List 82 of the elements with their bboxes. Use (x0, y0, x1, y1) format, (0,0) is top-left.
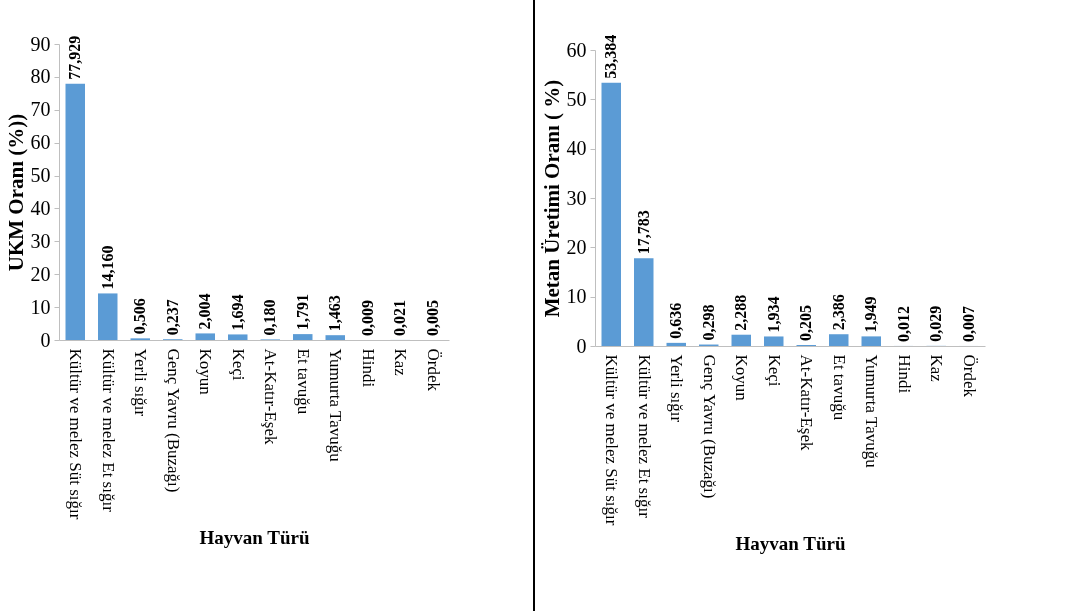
data-label: 0,007 (959, 305, 977, 342)
x-tick-label: Koyun (196, 348, 216, 396)
x-tick-label: Et tavuğu (293, 348, 313, 415)
data-label: 2,288 (732, 294, 750, 331)
y-axis-title: Metan Üretimi Oranı ( %) (539, 79, 564, 318)
data-label: 14,160 (98, 245, 116, 290)
y-tick-label: 40 (30, 196, 51, 219)
bar (98, 293, 118, 340)
x-tick-label: Ördek (959, 354, 979, 398)
y-axis-title: UKM Oranı (%)) (3, 113, 28, 272)
y-tick-label: 20 (566, 235, 587, 258)
x-tick-label: Yumurta Tavuğu (326, 348, 346, 463)
bar (861, 336, 881, 346)
bar (228, 334, 248, 340)
data-label: 0,506 (131, 298, 149, 335)
x-tick-label: Kültür ve melez Süt sığır (66, 348, 86, 520)
x-tick-label: Yerli sığır (131, 348, 151, 417)
y-tick-label: 40 (566, 137, 587, 160)
y-tick-label: 60 (30, 131, 51, 154)
x-axis-title: Hayvan Türü (735, 533, 846, 555)
y-tick-label: 90 (30, 32, 51, 55)
x-tick-label: Koyun (732, 354, 752, 402)
x-tick-label: Hindi (358, 348, 378, 388)
data-label: 0,205 (797, 304, 815, 341)
bar (829, 334, 849, 346)
x-tick-label: Kaz (391, 348, 411, 377)
bar (601, 82, 621, 346)
data-label: 2,386 (829, 294, 847, 331)
y-tick-label: 30 (566, 186, 587, 209)
y-tick-label: 60 (566, 38, 587, 61)
data-label: 0,005 (423, 299, 441, 336)
data-label: 1,694 (228, 294, 246, 331)
y-tick-label: 80 (30, 65, 51, 88)
x-tick-label: Kaz (927, 354, 947, 383)
bar (325, 335, 345, 340)
x-tick-label: Ördek (423, 348, 443, 392)
y-tick-label: 50 (30, 164, 51, 187)
x-tick-label: Kültür ve melez Et sığır (634, 354, 654, 519)
data-label: 1,791 (293, 294, 311, 331)
data-label: 0,298 (699, 304, 717, 341)
x-tick-label: At-Katır-Eşek (261, 348, 281, 445)
y-tick-label: 0 (576, 334, 587, 357)
bar (293, 334, 313, 340)
data-label: 0,021 (391, 299, 409, 336)
y-tick-label: 30 (30, 229, 51, 252)
x-tick-label: Genç Yavru (Buzağı) (699, 354, 719, 499)
x-tick-label: Et tavuğu (829, 354, 849, 421)
x-tick-label: Hindi (894, 354, 914, 394)
y-tick-label: 0 (40, 328, 51, 351)
data-label: 1,934 (764, 296, 782, 333)
data-label: 0,180 (261, 299, 279, 336)
bar (731, 334, 751, 346)
data-label: 0,012 (894, 305, 912, 342)
bar (666, 342, 686, 346)
y-tick-label: 50 (566, 87, 587, 110)
x-tick-label: Genç Yavru (Buzağı) (163, 348, 183, 493)
data-label: 0,636 (667, 302, 685, 339)
bar (764, 336, 784, 346)
data-label: 0,029 (927, 305, 945, 342)
data-label: 0,237 (163, 299, 181, 336)
data-label: 2,004 (196, 293, 214, 330)
x-tick-label: Kültür ve melez Et sığır (98, 348, 118, 513)
data-label: 77,929 (66, 35, 84, 80)
y-tick-label: 10 (30, 295, 51, 318)
y-tick-label: 10 (566, 285, 587, 308)
x-tick-label: Keçi (764, 354, 784, 387)
x-tick-label: Keçi (228, 348, 248, 381)
bar (65, 83, 85, 340)
y-tick-label: 70 (30, 98, 51, 121)
data-label: 53,384 (602, 34, 620, 79)
y-tick-label: 20 (30, 262, 51, 285)
bar (195, 333, 215, 340)
x-tick-label: Kültür ve melez Süt sığır (602, 354, 622, 526)
bar (634, 258, 654, 346)
data-label: 17,783 (634, 210, 652, 255)
x-tick-label: At-Katır-Eşek (797, 354, 817, 451)
x-axis-title: Hayvan Türü (199, 527, 310, 549)
data-label: 1,949 (862, 296, 880, 333)
data-label: 1,463 (326, 295, 344, 332)
data-label: 0,009 (358, 299, 376, 336)
x-tick-label: Yumurta Tavuğu (862, 354, 882, 469)
x-tick-label: Yerli sığır (667, 354, 687, 423)
